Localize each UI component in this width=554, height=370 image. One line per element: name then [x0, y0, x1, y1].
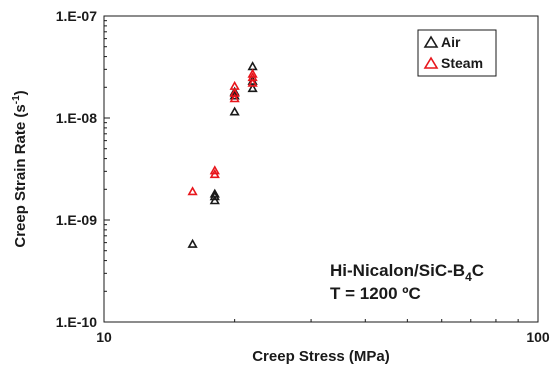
legend-label-steam: Steam: [441, 55, 483, 71]
data-point-air: [187, 238, 198, 248]
y-axis-title-superscript: -1: [11, 95, 22, 104]
y-tick-label: 1.E-08: [56, 110, 97, 126]
legend-label-air: Air: [441, 34, 461, 50]
annotation-subscript: 4: [465, 270, 472, 284]
legend: Air Steam: [417, 29, 497, 77]
y-tick-label: 1.E-07: [56, 8, 97, 24]
x-axis-title: Creep Stress (MPa): [252, 348, 390, 365]
axis-ticks: [103, 15, 539, 323]
data-point-air: [247, 83, 258, 93]
data-points: [187, 61, 258, 248]
data-point-steam: [247, 68, 258, 78]
annotation-line-1: Hi-Nicalon/SiC-B4C: [330, 261, 484, 284]
legend-marker-air: [423, 35, 439, 48]
x-tick-label: 100: [526, 329, 550, 345]
plot-area-frame: [103, 15, 539, 323]
data-point-steam: [229, 87, 240, 97]
y-axis-title: Creep Strain Rate (s-1): [11, 90, 29, 247]
x-tick-label: 10: [96, 329, 112, 345]
legend-marker-steam: [423, 56, 439, 69]
data-point-steam: [229, 93, 240, 103]
annotation-line-2: T = 1200 ºC: [330, 284, 421, 303]
material-annotation: Hi-Nicalon/SiC-B4C T = 1200 ºC: [330, 261, 484, 303]
y-tick-label: 1.E-09: [56, 212, 97, 228]
data-point-steam: [209, 165, 220, 175]
data-point-air: [247, 61, 258, 71]
y-tick-label: 1.E-10: [56, 314, 97, 330]
data-point-air: [209, 188, 220, 198]
data-point-air: [229, 106, 240, 116]
data-point-steam: [229, 80, 240, 90]
data-point-steam: [187, 186, 198, 196]
data-point-steam: [247, 77, 258, 87]
